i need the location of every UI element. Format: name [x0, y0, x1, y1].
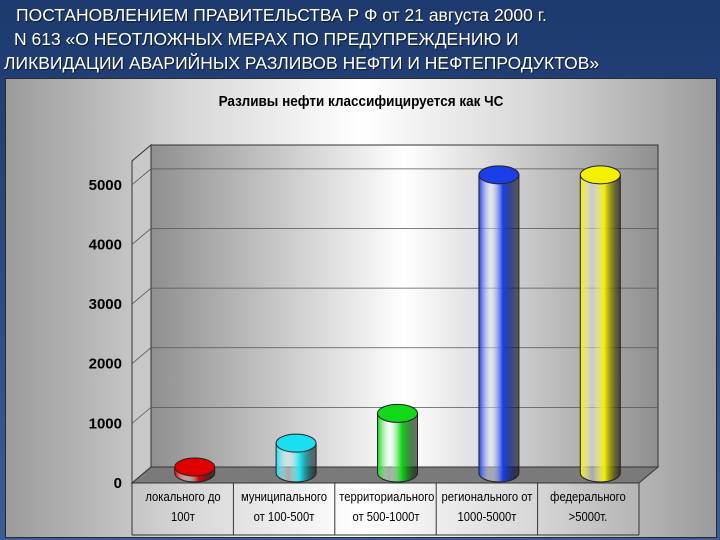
category-label: локального до 100т	[136, 487, 230, 527]
category-label: федерального >5000т.	[541, 487, 635, 527]
category-label-line: 1000-5000т	[457, 510, 517, 524]
bar-top	[579, 165, 621, 185]
category-label: муниципального от 100-500т	[237, 487, 331, 527]
bar-top	[174, 457, 216, 477]
slide-header: ПОСТАНОВЛЕНИЕМ ПРАВИТЕЛЬСТВА Р Ф от 21 а…	[0, 0, 720, 78]
category-label-line: локального до	[145, 490, 221, 504]
header-line-1: ПОСТАНОВЛЕНИЕМ ПРАВИТЕЛЬСТВА Р Ф от 21 а…	[16, 5, 547, 25]
bar-top	[478, 165, 520, 185]
gridline-side	[131, 347, 152, 365]
y-tick-label: 5000	[89, 177, 122, 194]
bar-chart: 0 1000 2000 3000 4000 5000	[89, 143, 660, 536]
category-label-line: федерального	[550, 490, 627, 504]
y-tick-label: 4000	[89, 236, 122, 253]
bar-cylinder	[377, 403, 418, 483]
bar-cylinder	[579, 165, 621, 483]
bar-body	[478, 174, 520, 483]
bar-body	[275, 442, 317, 483]
category-label-line: от 100-500т	[253, 510, 315, 524]
gridline-side	[131, 168, 152, 186]
bar-body	[579, 174, 621, 483]
gridline-side	[131, 407, 152, 424]
gridline-side	[131, 287, 152, 305]
y-tick-label: 0	[114, 475, 122, 492]
gridline-side	[131, 228, 152, 245]
bar-cylinder	[174, 457, 216, 483]
bar-top	[377, 403, 418, 423]
header-line-3: ЛИКВИДАЦИИ АВАРИЙНЫХ РАЗЛИВОВ НЕФТИ И НЕ…	[4, 53, 600, 73]
y-tick-label: 2000	[89, 356, 122, 373]
category-label-line: от 500-1000т	[352, 510, 419, 524]
y-tick-label: 3000	[89, 296, 122, 313]
category-label-line: муниципального	[241, 490, 328, 504]
category-label: регионального от 1000-5000т	[440, 487, 534, 527]
bar-cylinder	[478, 165, 520, 483]
chart-side-wall	[131, 143, 152, 485]
chart-title: Разливы нефти классифицируется как ЧС	[218, 93, 504, 110]
bar-cylinder	[275, 433, 317, 483]
chart-frame: 0 1000 2000 3000 4000 5000 Разливы нефти клас…	[5, 78, 717, 538]
y-tick-label: 1000	[89, 415, 122, 432]
bar-body	[377, 412, 418, 483]
category-label-line: >5000т.	[568, 510, 608, 524]
category-label-line: 100т	[170, 510, 195, 524]
category-label-line: регионального от	[441, 490, 533, 504]
header-line-2: N 613 «О НЕОТЛОЖНЫХ МЕРАХ ПО ПРЕДУПРЕЖДЕ…	[14, 29, 519, 49]
category-label: территориального от 500-1000т	[338, 487, 434, 527]
category-label-line: территориального	[338, 490, 434, 504]
bar-top	[275, 433, 317, 453]
